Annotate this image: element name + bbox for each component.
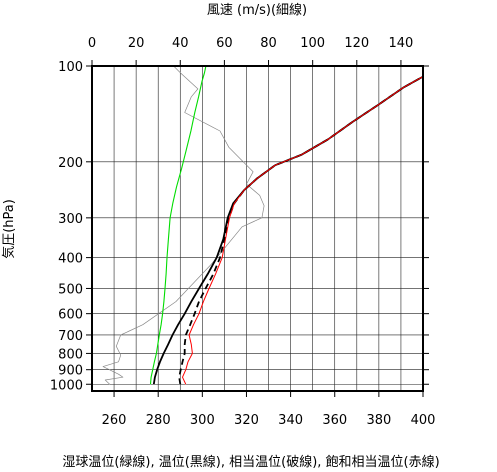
top-tick-label: 140 <box>389 36 414 51</box>
bottom-tick-label: 400 <box>411 413 436 428</box>
series-line-wind-speed <box>102 65 265 385</box>
bottom-axis-title: 湿球温位(緑線), 温位(黒線), 相当温位(破線), 飽和相当温位(赤線) <box>62 454 439 470</box>
bottom-tick-label: 280 <box>146 413 171 428</box>
series-line-wet-bulb-potential-temp <box>149 65 207 385</box>
bottom-tick-label: 260 <box>102 413 127 428</box>
y-tick-label: 1000 <box>50 378 83 393</box>
y-tick-label: 500 <box>58 282 83 297</box>
series-line-potential-temp <box>152 75 424 385</box>
bottom-tick-label: 360 <box>322 413 347 428</box>
y-axis-title: 気圧(hPa) <box>1 199 17 259</box>
top-tick-label: 40 <box>172 36 189 51</box>
y-tick-label: 800 <box>58 347 83 362</box>
bottom-tick-label: 380 <box>366 413 391 428</box>
y-tick-label: 100 <box>58 60 83 75</box>
grid <box>86 60 429 397</box>
y-tick-label: 900 <box>58 364 83 379</box>
bottom-tick-label: 320 <box>234 413 259 428</box>
top-tick-label: 20 <box>128 36 145 51</box>
top-tick-label: 100 <box>300 36 325 51</box>
y-tick-label: 300 <box>58 212 83 227</box>
top-tick-label: 60 <box>216 36 233 51</box>
y-tick-label: 400 <box>58 252 83 267</box>
y-tick-label: 200 <box>58 156 83 171</box>
top-axis-title: 風速 (m/s)(細線) <box>207 2 307 18</box>
y-tick-label: 700 <box>58 329 83 344</box>
top-tick-label: 120 <box>344 36 369 51</box>
y-tick-label: 600 <box>58 308 83 323</box>
series-line-equivalent-potential-temp <box>178 75 424 385</box>
bottom-tick-label: 340 <box>278 413 303 428</box>
top-tick-label: 0 <box>88 36 96 51</box>
series-line-saturated-equivalent-potential-temp <box>182 76 424 385</box>
top-tick-label: 80 <box>260 36 277 51</box>
plot-series <box>102 65 424 385</box>
plot-frame <box>91 65 424 392</box>
bottom-tick-label: 300 <box>190 413 215 428</box>
